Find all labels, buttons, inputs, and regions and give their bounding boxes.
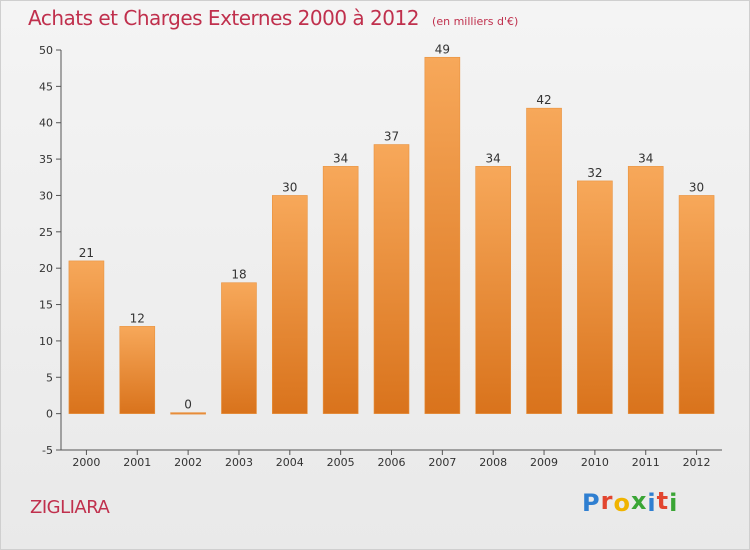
chart-axes: -5 0 5 10 15 20 25 30 35 40 45 50 2000 2001 2002 2003 20… (39, 44, 722, 469)
logo-letter: x (630, 487, 648, 515)
bar-2010 (577, 180, 613, 414)
x-tick-label: 2007 (428, 456, 456, 469)
bar-2009 (526, 107, 562, 414)
logo-letter: o (613, 489, 631, 517)
y-tick-label: 0 (46, 408, 53, 421)
y-tick-label: 30 (39, 189, 53, 202)
bar-2005 (322, 166, 359, 414)
x-tick-label: 2009 (530, 456, 558, 469)
logo-letter: i (647, 489, 657, 517)
y-tick-label: 10 (39, 335, 53, 348)
chart-data-labels: 21 12 0 18 30 34 37 49 34 42 32 34 30 (79, 42, 704, 411)
data-label-2010: 32 (587, 166, 602, 180)
y-tick-label: 25 (39, 226, 53, 239)
bar-2000 (68, 260, 105, 414)
data-label-2001: 12 (130, 311, 145, 325)
bar-2006 (373, 144, 410, 414)
logo-letter: t (656, 487, 670, 515)
y-tick-label: 40 (39, 117, 53, 130)
y-tick-label: 15 (39, 299, 53, 312)
bar-2004 (272, 195, 308, 414)
y-tick-label: -5 (42, 444, 53, 457)
x-tick-label: 2002 (174, 456, 202, 469)
y-tick-label: 50 (39, 44, 53, 57)
y-tick-label: 5 (46, 371, 53, 384)
x-tick-label: 2010 (581, 456, 609, 469)
x-tick-label: 2008 (479, 456, 507, 469)
logo-letter: i (669, 489, 679, 517)
chart-unit: (en milliers d'€) (432, 15, 519, 28)
data-label-2002: 0 (184, 398, 192, 412)
data-label-2003: 18 (231, 268, 246, 282)
x-tick-label: 2006 (378, 456, 406, 469)
y-tick-label: 35 (39, 153, 53, 166)
x-tick-label: 2011 (632, 456, 660, 469)
proxiti-logo[interactable]: Proxiti (582, 487, 679, 517)
bar-2002 (170, 412, 206, 415)
bar-2003 (221, 282, 257, 414)
y-tick-label: 20 (39, 262, 53, 275)
bar-2011 (627, 166, 664, 414)
chart-bars (68, 56, 715, 415)
x-tick-label: 2003 (225, 456, 253, 469)
x-tick-label: 2012 (683, 456, 711, 469)
bar-2012 (678, 195, 715, 414)
bar-2007 (424, 56, 461, 414)
bar-2008 (475, 166, 511, 414)
chart-header: Achats et Charges Externes 2000 à 2012 (… (28, 6, 518, 30)
data-label-2005: 34 (333, 151, 348, 165)
data-label-2004: 30 (282, 180, 297, 194)
x-tick-label: 2004 (276, 456, 304, 469)
data-label-2006: 37 (384, 130, 399, 144)
x-tick-label: 2000 (72, 456, 100, 469)
y-tick-label: 45 (39, 80, 53, 93)
x-tick-label: 2005 (327, 456, 355, 469)
data-label-2012: 30 (689, 180, 704, 194)
chart-title: Achats et Charges Externes 2000 à 2012 (28, 6, 419, 30)
logo-letter: r (600, 487, 614, 515)
bar-2001 (119, 326, 156, 414)
data-label-2011: 34 (638, 151, 653, 165)
logo-letter: P (582, 489, 601, 517)
x-tick-label: 2001 (123, 456, 151, 469)
data-label-2009: 42 (536, 93, 551, 107)
data-label-2000: 21 (79, 246, 94, 260)
place-name: ZIGLIARA (30, 497, 110, 518)
data-label-2008: 34 (486, 151, 501, 165)
data-label-2007: 49 (435, 42, 450, 56)
